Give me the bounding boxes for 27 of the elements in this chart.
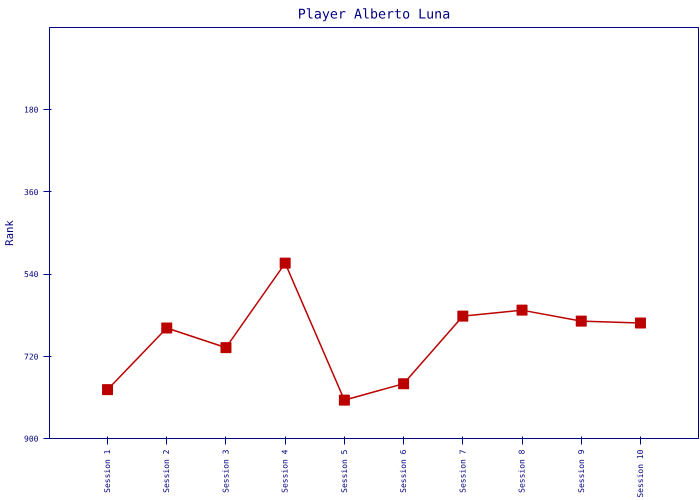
x-tick-label: Session 1 xyxy=(103,449,112,493)
point xyxy=(516,304,528,316)
x-tick-label: Session 5 xyxy=(340,449,349,493)
point xyxy=(457,310,468,322)
point xyxy=(634,317,646,328)
x-tick-label: Session 9 xyxy=(576,449,586,493)
x-tick-label: Session 2 xyxy=(162,449,172,493)
x-tick-label: Session 4 xyxy=(280,449,290,493)
x-tick-label: Session 6 xyxy=(399,449,408,493)
point xyxy=(576,316,587,327)
x-tick-label: Session 3 xyxy=(221,449,230,493)
point xyxy=(280,258,291,269)
chart-title: Player Alberto Luna xyxy=(298,8,450,22)
point xyxy=(220,342,232,354)
y-tick-label: 180 xyxy=(24,106,39,115)
point xyxy=(161,322,172,334)
point xyxy=(102,384,114,396)
point xyxy=(398,378,410,390)
y-tick-label: 540 xyxy=(24,270,39,280)
y-axis-title: Rank xyxy=(3,220,16,246)
x-tick-label: Session 10 xyxy=(636,449,645,498)
x-tick-label: Session 8 xyxy=(518,449,527,493)
x-tick-label: Session 7 xyxy=(458,449,468,493)
y-tick-label: 360 xyxy=(24,188,39,197)
y-tick-label: 720 xyxy=(24,352,39,362)
y-tick-label: 900 xyxy=(24,434,39,444)
point xyxy=(338,394,350,406)
